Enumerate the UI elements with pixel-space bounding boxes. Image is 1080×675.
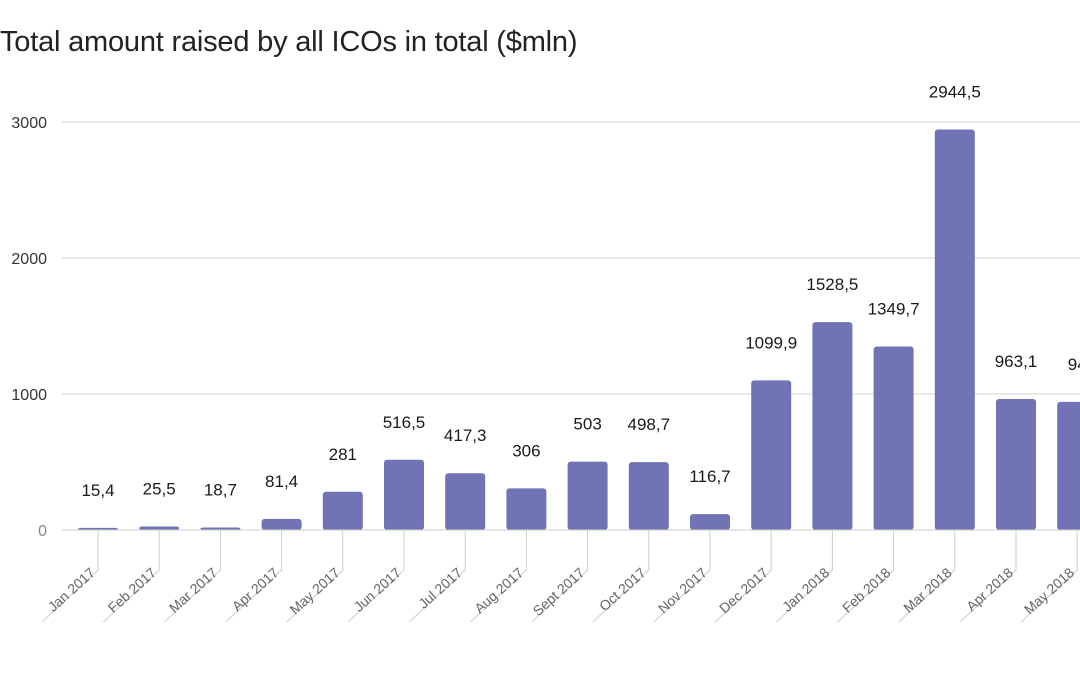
data-label: 1099,9 (745, 333, 797, 352)
bar (506, 488, 547, 530)
data-label: 963,1 (995, 352, 1038, 371)
bar (200, 527, 241, 530)
y-tick-label: 2000 (11, 251, 47, 268)
data-label: 15,4 (81, 481, 114, 500)
x-tick-label: Mar 2018 (900, 564, 955, 616)
x-tick-label: Feb 2017 (105, 564, 160, 616)
data-label: 417,3 (444, 426, 487, 445)
x-tick (592, 530, 650, 623)
bar (384, 459, 424, 530)
x-tick-label: Apr 2018 (963, 564, 1016, 614)
chart-title: Total amount raised by all ICOs in total… (0, 26, 578, 58)
bar (751, 380, 792, 530)
y-tick-label: 0 (38, 523, 47, 540)
bar (78, 527, 118, 530)
x-tick (531, 530, 589, 623)
bar (873, 346, 914, 530)
x-tick (225, 530, 283, 623)
x-tick-label: Nov 2017 (655, 564, 710, 616)
y-tick-label: 1000 (11, 387, 47, 404)
x-tick (898, 530, 956, 623)
bars (78, 129, 1080, 530)
data-label: 25,5 (143, 480, 176, 499)
data-label: 503 (573, 415, 601, 434)
y-axis: 0 1000 2000 3000 (11, 115, 47, 540)
bar (567, 461, 608, 530)
x-tick (41, 530, 99, 623)
x-tick-label: May 2017 (286, 564, 343, 617)
x-tick-label: Jul 2017 (415, 564, 465, 611)
x-tick (470, 530, 527, 623)
data-label: 281 (329, 445, 357, 464)
x-tick-label: Jan 2018 (779, 564, 833, 615)
bar (996, 399, 1036, 530)
data-label: 116,7 (689, 467, 730, 486)
x-tick (653, 530, 711, 623)
bar (1057, 401, 1080, 530)
x-tick-label: Apr 2017 (229, 564, 282, 614)
y-tick-label: 3000 (11, 115, 47, 132)
data-labels: 15,4 25,5 18,7 81,4 281 516,5 417,3 306 503 498,7… (81, 83, 1080, 500)
x-tick (837, 530, 895, 623)
x-axis: Jan 2017 Feb 2017 Mar 2017 Apr 2017 May 2017… (41, 529, 1080, 623)
x-tick-label: Dec 2017 (716, 564, 771, 616)
x-tick (1020, 530, 1078, 623)
data-label: 306 (512, 441, 540, 460)
data-label: 1528,5 (806, 275, 858, 294)
data-label: 94 (1068, 355, 1080, 374)
x-tick (959, 530, 1017, 623)
x-tick (286, 530, 344, 623)
bar (445, 473, 486, 530)
bar (934, 129, 975, 530)
x-tick-label: Aug 2017 (471, 564, 526, 616)
x-tick (164, 530, 221, 623)
x-tick (102, 530, 160, 623)
bar (690, 514, 730, 530)
data-label: 498,7 (628, 415, 671, 434)
x-tick-label: Oct 2017 (596, 564, 649, 614)
bar (812, 322, 853, 530)
x-tick (347, 530, 405, 623)
x-tick-label: Feb 2018 (839, 564, 894, 616)
data-label: 1349,7 (868, 299, 920, 318)
x-tick (714, 530, 772, 623)
data-label: 18,7 (204, 480, 237, 499)
x-tick-label: Jun 2017 (350, 564, 404, 615)
data-label: 81,4 (265, 472, 298, 491)
bar (261, 518, 302, 530)
x-tick (408, 530, 466, 623)
x-tick-label: May 2018 (1021, 564, 1078, 617)
x-tick-label: Sept 2017 (529, 564, 587, 619)
bar (628, 462, 669, 530)
bar (322, 491, 363, 530)
x-tick-label: Jan 2017 (44, 564, 98, 615)
bar (139, 526, 180, 530)
data-label: 516,5 (383, 413, 426, 432)
data-label: 2944,5 (929, 83, 981, 102)
x-tick-label: Mar 2017 (166, 564, 221, 616)
x-tick (776, 530, 833, 623)
